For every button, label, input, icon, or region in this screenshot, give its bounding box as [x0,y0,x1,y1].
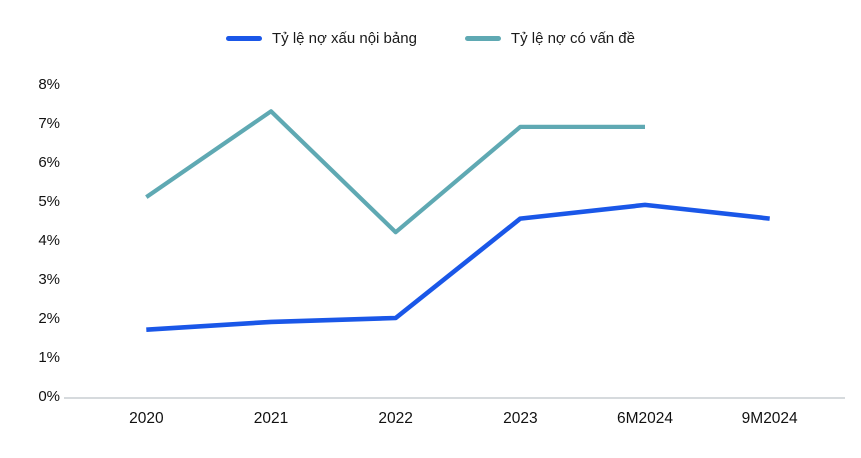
y-tick-label: 2% [38,310,60,327]
y-tick-label: 5% [38,193,60,210]
y-tick-label: 7% [38,115,60,132]
legend-swatch-problem-debt-ratio [464,36,501,41]
x-tick-label: 2021 [254,410,288,427]
y-tick-label: 4% [38,232,60,249]
legend: Tỷ lệ nợ xấu nội bảng Tỷ lệ nợ có vấn đề [0,30,861,47]
legend-item-problem-debt-ratio: Tỷ lệ nợ có vấn đề [464,30,635,47]
y-tick-label: 6% [38,154,60,171]
series-line-0 [146,202,770,332]
legend-swatch-npl-ratio [225,36,262,41]
x-tick-label: 6M2024 [617,410,673,427]
x-tick-label: 2020 [129,410,164,427]
series-line-1 [145,109,645,235]
y-tick-label: 0% [38,388,60,405]
legend-label-npl-ratio: Tỷ lệ nợ xấu nội bảng [271,30,417,47]
y-tick-label: 3% [38,271,60,288]
x-tick-label: 2023 [503,410,537,427]
x-tick-label: 9M2024 [742,410,798,427]
y-tick-label: 8% [38,76,60,93]
legend-label-problem-debt-ratio: Tỷ lệ nợ có vấn đề [510,30,635,47]
legend-item-npl-ratio: Tỷ lệ nợ xấu nội bảng [225,30,417,47]
x-tick-label: 2022 [378,410,412,427]
y-tick-label: 1% [38,349,60,366]
